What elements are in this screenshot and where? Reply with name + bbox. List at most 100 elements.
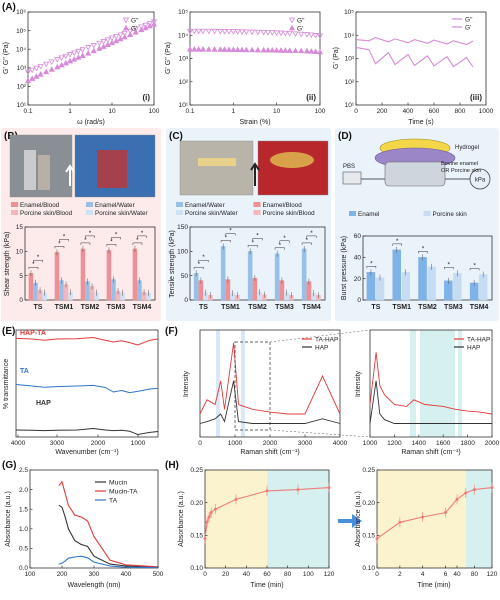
y-axis-label: Burst pressure (kPa) (341, 236, 348, 300)
data-point-g-double-prime (138, 24, 145, 31)
data-point-g-double-prime (277, 30, 285, 37)
photo-b-sample (38, 155, 50, 190)
data-point-g-double-prime (221, 29, 228, 35)
bar (301, 248, 307, 301)
data-point-g-prime (48, 66, 55, 72)
syringe-icon (342, 171, 362, 185)
y-tick-label: 10³ (17, 65, 27, 72)
significance-bracket (252, 238, 263, 241)
data-point-g-double-prime (127, 28, 134, 35)
significance-mark: * (89, 230, 92, 237)
panel-label: (F) (165, 326, 178, 337)
data-point-g-prime (316, 48, 324, 55)
legend-label: G'' (131, 18, 139, 25)
legend-label: G' (465, 25, 471, 32)
x-tick-label: 0.1 (185, 108, 194, 115)
data-point-g-double-prime (234, 29, 241, 35)
legend-swatch (11, 210, 18, 215)
zoom-connector (269, 329, 371, 343)
data-point-g-double-prime (269, 30, 276, 36)
y-tick-label: 0.20 (362, 500, 375, 507)
data-point-g-prime (234, 46, 241, 53)
x-tick-label: 2000 (263, 440, 278, 447)
legend-marker (288, 17, 296, 24)
x-tick-label: 300 (89, 571, 100, 578)
data-point-g-double-prime (273, 30, 280, 36)
x-tick-label: 40 (453, 571, 461, 578)
x-tick-label: 100 (315, 108, 326, 115)
significance-bracket (80, 242, 91, 245)
ftir-plot-frame (15, 329, 159, 438)
y-tick-label: 100 (177, 249, 188, 256)
x-tick-label: 3000 (50, 440, 65, 447)
y-tick-label: 0.20 (190, 500, 203, 507)
zoom-box (234, 341, 271, 431)
significance-mark: * (63, 233, 66, 240)
data-point-g-double-prime (71, 50, 78, 57)
panel-label: (E) (2, 326, 15, 337)
category-label: TS (34, 304, 43, 311)
significance-bracket (111, 237, 121, 240)
bar (252, 277, 258, 301)
category-label: TSM1 (392, 304, 411, 311)
data-point-g-prime (273, 47, 280, 53)
x-axis-label: Raman shift (cm⁻¹) (401, 449, 460, 456)
data-point-g-double-prime (298, 31, 305, 38)
data-point-g-double-prime (225, 29, 233, 35)
significance-bracket (225, 233, 236, 236)
bar (401, 272, 411, 301)
series-line (369, 352, 493, 415)
photo-c-sample (198, 158, 236, 166)
data-point-g-double-prime (217, 28, 224, 35)
data-point-g-prime (282, 47, 289, 53)
legend-marker (122, 24, 130, 31)
data-point-g-double-prime (243, 29, 250, 36)
x-tick-label: 2000 (91, 440, 106, 447)
x-tick-label: 4 (421, 571, 425, 578)
series-line (376, 487, 493, 540)
significance-bracket (132, 242, 143, 245)
data-point-g-double-prime (85, 45, 92, 51)
data-point-g-prime (85, 50, 92, 56)
data-point (327, 486, 331, 490)
y-axis-label: G' (Pa) (333, 47, 340, 69)
category-label: TS (371, 304, 380, 311)
significance-bracket (247, 245, 258, 248)
series-line-g-prime (355, 46, 474, 68)
x-axis-label: Strain (%) (239, 119, 270, 126)
highlight-band (216, 330, 220, 437)
photo-c-left (179, 140, 254, 196)
significance-bracket (279, 240, 290, 243)
data-point-g-double-prime (132, 26, 139, 33)
data-point-g-prime (292, 47, 299, 54)
series-label: HAP-TA (20, 330, 46, 337)
y-axis-label: % transmittance (3, 359, 10, 409)
bar (478, 274, 488, 301)
significance-mark: * (283, 235, 286, 242)
data-point-g-prime (238, 46, 246, 53)
data-point-g-double-prime (62, 53, 69, 60)
y-axis-label: Tensile strength (kPa) (169, 230, 176, 298)
data-point-g-double-prime (58, 55, 65, 62)
bar (80, 248, 86, 301)
arrow-right-icon (338, 514, 362, 528)
data-point-g-prime (142, 24, 149, 31)
legend-swatch (86, 210, 93, 215)
legend-marker (288, 24, 296, 31)
y-tick-label: 0.10 (362, 565, 375, 572)
significance-bracket (306, 235, 317, 238)
raman-plot-frame (369, 329, 493, 438)
panel-label: (H) (165, 460, 179, 471)
y-tick-label: 0.25 (190, 467, 203, 474)
data-point-g-double-prime (312, 33, 319, 39)
significance-mark: * (58, 240, 61, 247)
bar (193, 273, 199, 301)
data-point-g-prime (269, 47, 276, 53)
bovine-label: Bovine enamel (441, 161, 478, 167)
legend-label: Mucin (109, 480, 127, 487)
data-point-g-prime (199, 46, 207, 52)
data-point-g-double-prime (292, 31, 299, 37)
data-point-g-double-prime (66, 52, 74, 58)
data-point-g-prime (79, 52, 86, 58)
